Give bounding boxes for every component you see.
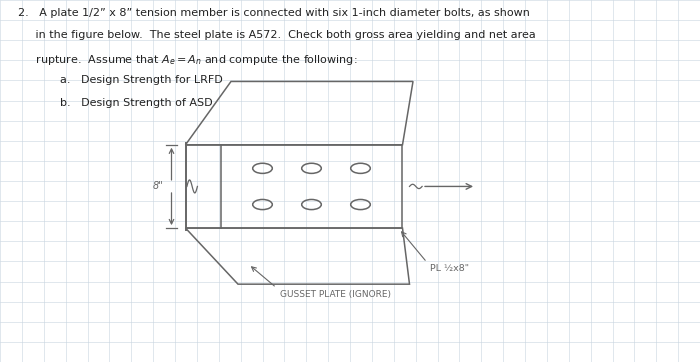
Text: PL ½x8": PL ½x8" (430, 264, 470, 273)
Text: b.   Design Strength of ASD: b. Design Strength of ASD (60, 98, 212, 108)
Text: a.   Design Strength for LRFD: a. Design Strength for LRFD (60, 75, 223, 85)
Text: in the figure below.  The steel plate is A572.  Check both gross area yielding a: in the figure below. The steel plate is … (18, 30, 536, 41)
Text: GUSSET PLATE (IGNORE): GUSSET PLATE (IGNORE) (280, 290, 391, 299)
Text: 8": 8" (153, 181, 163, 191)
Text: rupture.  Assume that $A_e = A_n$ and compute the following:: rupture. Assume that $A_e = A_n$ and com… (18, 53, 357, 67)
Text: 2.   A plate 1/2” x 8” tension member is connected with six 1-inch diameter bolt: 2. A plate 1/2” x 8” tension member is c… (18, 8, 529, 18)
